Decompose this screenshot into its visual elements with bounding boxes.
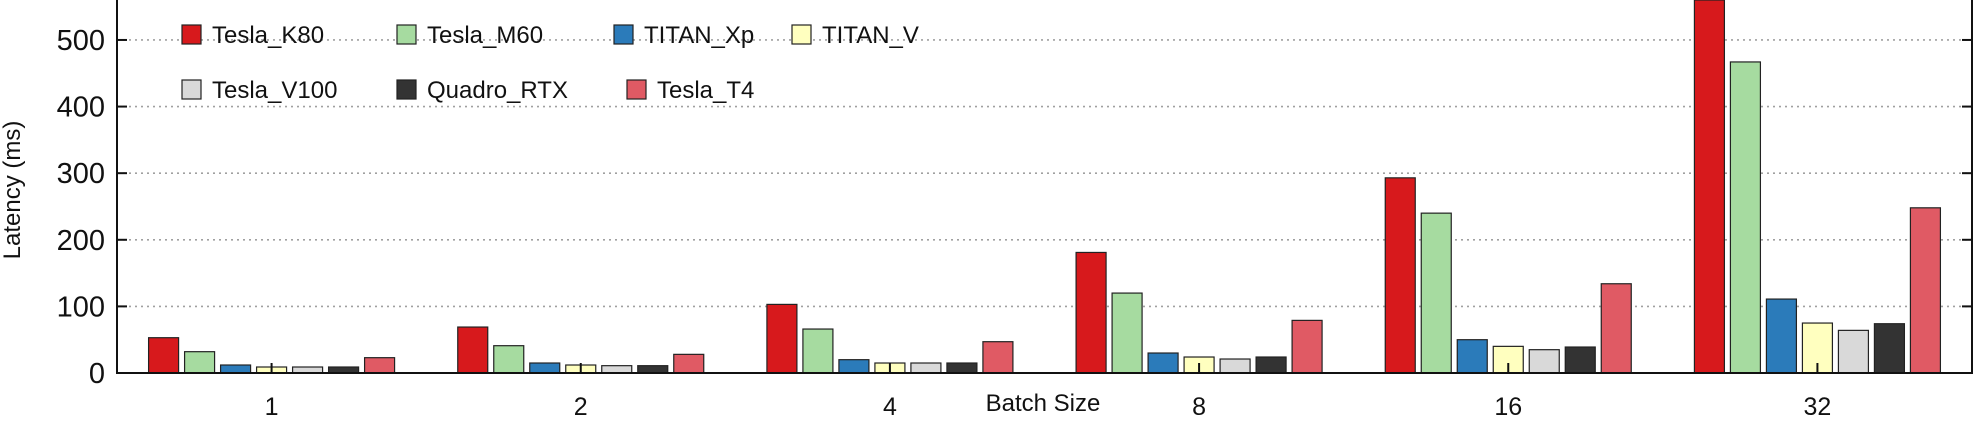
x-tick-label: 32	[1804, 393, 1832, 421]
legend-label-tesla-k80: Tesla_K80	[212, 22, 324, 49]
bar-tesla-t4-4	[982, 341, 1014, 374]
bar-quadro-rtx-16	[1564, 346, 1596, 374]
bar-tesla-m60-4	[802, 328, 834, 374]
bar-tesla-t4-8	[1291, 319, 1323, 374]
bar-quadro-rtx-4	[946, 362, 978, 374]
bar-titan-xp-2	[529, 362, 561, 374]
legend-label-tesla-m60: Tesla_M60	[427, 22, 543, 49]
y-tick-label: 400	[57, 92, 105, 124]
y-tick-label: 200	[57, 225, 105, 257]
legend-swatch-titan-v	[791, 24, 812, 45]
bar-titan-xp-32	[1765, 298, 1798, 374]
bars	[147, 0, 1942, 374]
bar-tesla-m60-8	[1111, 292, 1143, 374]
x-axis-label: Batch Size	[986, 390, 1101, 417]
bar-tesla-v100-32	[1837, 329, 1870, 374]
bar-tesla-v100-16	[1528, 349, 1560, 374]
legend-label-quadro-rtx: Quadro_RTX	[427, 77, 568, 104]
bar-tesla-v100-8	[1219, 358, 1251, 374]
bar-tesla-k80-2	[457, 326, 489, 374]
legend-swatch-tesla-v100	[181, 79, 202, 100]
bar-tesla-t4-1	[363, 357, 396, 374]
y-tick-label: 100	[57, 291, 105, 323]
bar-tesla-v100-4	[910, 362, 942, 374]
bar-tesla-t4-2	[673, 353, 705, 374]
bar-quadro-rtx-8	[1255, 356, 1287, 374]
bar-titan-xp-1	[219, 364, 252, 374]
bar-quadro-rtx-32	[1873, 323, 1906, 374]
x-tick-label: 1	[265, 393, 279, 421]
bar-tesla-m60-2	[493, 345, 525, 374]
legend-swatch-titan-xp	[613, 24, 634, 45]
bar-tesla-k80-8	[1075, 251, 1107, 374]
bar-quadro-rtx-2	[637, 365, 669, 374]
bar-tesla-k80-16	[1384, 177, 1416, 374]
bar-tesla-t4-32	[1909, 207, 1942, 374]
y-tick-label: 300	[57, 158, 105, 190]
x-tick-label: 8	[1192, 393, 1206, 421]
legend-label-titan-v: TITAN_V	[822, 22, 919, 49]
bar-titan-xp-16	[1456, 339, 1488, 374]
y-axis-label: Latency (ms)	[0, 121, 26, 260]
bar-tesla-k80-32	[1693, 0, 1726, 374]
x-tick-label: 2	[574, 393, 588, 421]
bar-tesla-k80-1	[147, 337, 180, 374]
legend-label-tesla-t4: Tesla_T4	[657, 77, 754, 104]
legend-swatch-tesla-t4	[626, 79, 647, 100]
legend-swatch-tesla-k80	[181, 24, 202, 45]
bar-titan-xp-4	[838, 359, 870, 374]
x-axis-ticks: 1 2 4 8 16 32	[265, 363, 1832, 421]
bar-titan-xp-8	[1147, 352, 1179, 374]
bar-tesla-m60-1	[183, 351, 216, 374]
bar-tesla-v100-2	[601, 365, 633, 374]
y-axis-ticks: 0 100 200 300 400 500	[57, 25, 1972, 390]
bar-tesla-k80-4	[766, 303, 798, 374]
legend-label-tesla-v100: Tesla_V100	[212, 77, 337, 104]
legend-swatch-tesla-m60	[396, 24, 417, 45]
legend-label-titan-xp: TITAN_Xp	[644, 22, 754, 49]
y-tick-label: 500	[57, 25, 105, 57]
legend-swatch-quadro-rtx	[396, 79, 417, 100]
x-tick-label: 16	[1494, 393, 1522, 421]
bar-tesla-m60-16	[1420, 212, 1452, 374]
y-tick-label: 0	[89, 358, 105, 390]
bar-tesla-t4-16	[1600, 283, 1632, 374]
x-tick-label: 4	[883, 393, 897, 421]
plot-frame	[116, 0, 1973, 374]
bar-tesla-m60-32	[1729, 61, 1762, 374]
legend: Tesla_K80 Tesla_M60 TITAN_Xp TITAN_V Tesla_V…	[181, 22, 919, 104]
grid-lines	[117, 39, 1972, 308]
